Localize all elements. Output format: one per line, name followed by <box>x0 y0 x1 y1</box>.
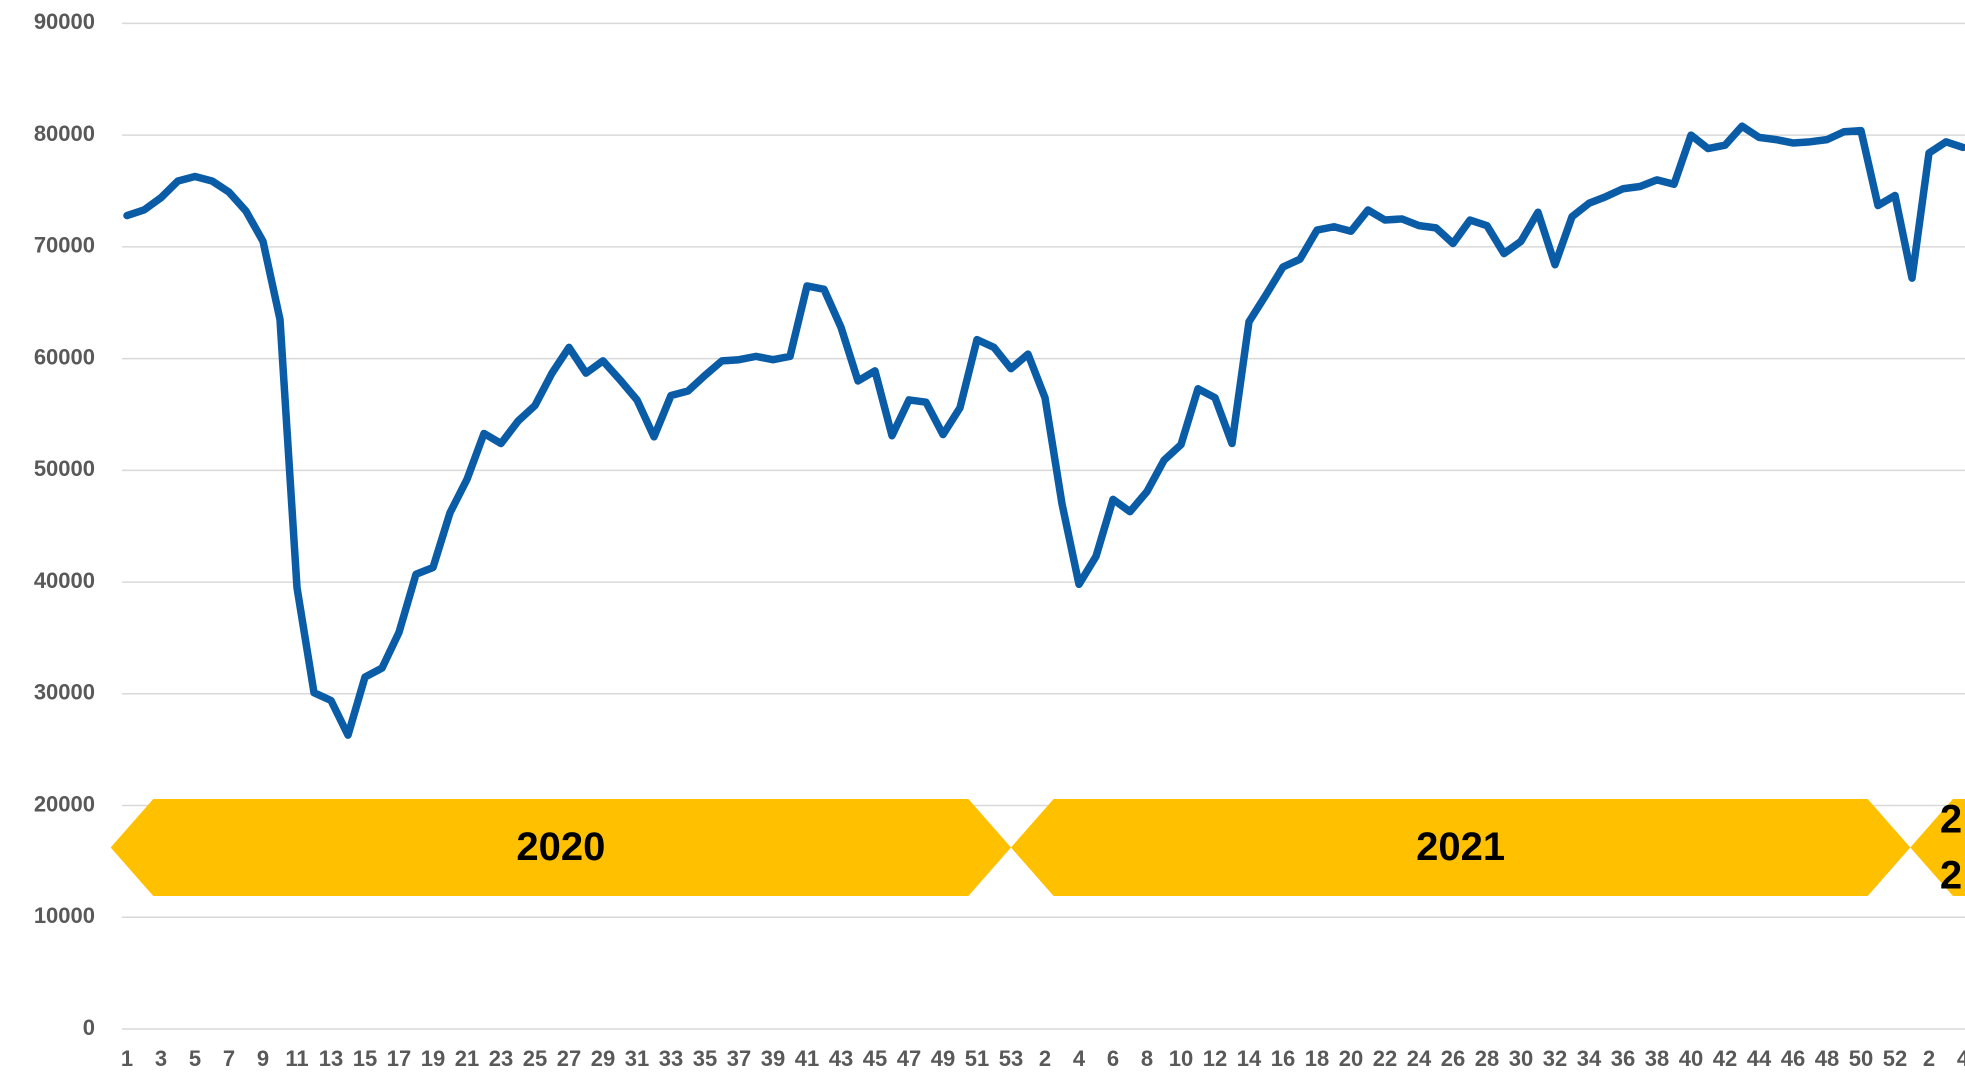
x-tick-label: 1 <box>121 1046 133 1071</box>
x-tick-label: 24 <box>1407 1046 1432 1071</box>
x-tick-label: 47 <box>897 1046 921 1071</box>
x-tick-label: 4 <box>1957 1046 1965 1071</box>
data-line <box>123 122 1965 739</box>
x-tick-label: 10 <box>1169 1046 1193 1071</box>
x-tick-label: 15 <box>353 1046 377 1071</box>
x-tick-label: 29 <box>591 1046 615 1071</box>
x-tick-label: 43 <box>829 1046 853 1071</box>
x-tick-label: 7 <box>223 1046 235 1071</box>
x-tick-label: 16 <box>1271 1046 1295 1071</box>
x-tick-label: 20 <box>1339 1046 1363 1071</box>
x-tick-label: 2 <box>1039 1046 1051 1071</box>
x-tick-label: 35 <box>693 1046 717 1071</box>
y-tick-label: 30000 <box>34 680 95 705</box>
x-tick-label: 21 <box>455 1046 479 1071</box>
x-tick-label: 19 <box>421 1046 445 1071</box>
x-tick-label: 50 <box>1849 1046 1873 1071</box>
x-tick-label: 44 <box>1747 1046 1772 1071</box>
x-tick-label: 5 <box>189 1046 201 1071</box>
x-tick-label: 2 <box>1923 1046 1935 1071</box>
x-tick-label: 46 <box>1781 1046 1805 1071</box>
x-tick-label: 18 <box>1305 1046 1329 1071</box>
x-tick-label: 3 <box>155 1046 167 1071</box>
x-tick-label: 48 <box>1815 1046 1839 1071</box>
x-tick-label: 23 <box>489 1046 513 1071</box>
x-tick-label: 30 <box>1509 1046 1533 1071</box>
x-tick-label: 6 <box>1107 1046 1119 1071</box>
year-label: 2 <box>1940 798 1962 842</box>
x-tick-label: 39 <box>761 1046 785 1071</box>
x-tick-label: 22 <box>1373 1046 1397 1071</box>
x-tick-label: 32 <box>1543 1046 1567 1071</box>
year-label: 2 <box>1940 854 1962 898</box>
x-tick-label: 8 <box>1141 1046 1153 1071</box>
x-tick-label: 42 <box>1713 1046 1737 1071</box>
x-tick-label: 34 <box>1577 1046 1602 1071</box>
x-tick-label: 17 <box>387 1046 411 1071</box>
y-tick-label: 10000 <box>34 903 95 928</box>
year-label: 2021 <box>1416 825 1505 869</box>
y-tick-label: 90000 <box>34 9 95 34</box>
x-tick-label: 41 <box>795 1046 819 1071</box>
x-tick-label: 40 <box>1679 1046 1703 1071</box>
x-tick-label: 27 <box>557 1046 581 1071</box>
y-tick-label: 50000 <box>34 456 95 481</box>
x-tick-label: 49 <box>931 1046 955 1071</box>
x-tick-label: 14 <box>1237 1046 1262 1071</box>
x-tick-label: 9 <box>257 1046 269 1071</box>
x-tick-label: 4 <box>1073 1046 1086 1071</box>
x-tick-label: 33 <box>659 1046 683 1071</box>
x-tick-label: 11 <box>285 1046 308 1071</box>
x-tick-label: 52 <box>1883 1046 1907 1071</box>
x-tick-label: 31 <box>625 1046 649 1071</box>
x-tick-label: 38 <box>1645 1046 1669 1071</box>
year-banner <box>110 799 1012 896</box>
x-tick-label: 13 <box>319 1046 343 1071</box>
x-tick-label: 28 <box>1475 1046 1499 1071</box>
year-banner <box>1011 799 1911 896</box>
x-tick-label: 51 <box>965 1046 989 1071</box>
y-tick-label: 80000 <box>34 121 95 146</box>
x-tick-label: 26 <box>1441 1046 1465 1071</box>
year-banner <box>1910 799 1965 896</box>
y-tick-label: 0 <box>83 1015 95 1040</box>
x-tick-label: 37 <box>727 1046 751 1071</box>
y-tick-label: 20000 <box>34 791 95 816</box>
x-tick-label: 25 <box>523 1046 547 1071</box>
x-tick-label: 53 <box>999 1046 1023 1071</box>
y-tick-label: 70000 <box>34 233 95 258</box>
y-tick-label: 60000 <box>34 344 95 369</box>
y-tick-label: 40000 <box>34 568 95 593</box>
x-tick-label: 45 <box>863 1046 887 1071</box>
year-label: 2020 <box>516 825 605 869</box>
x-tick-label: 12 <box>1203 1046 1227 1071</box>
x-tick-label: 36 <box>1611 1046 1635 1071</box>
